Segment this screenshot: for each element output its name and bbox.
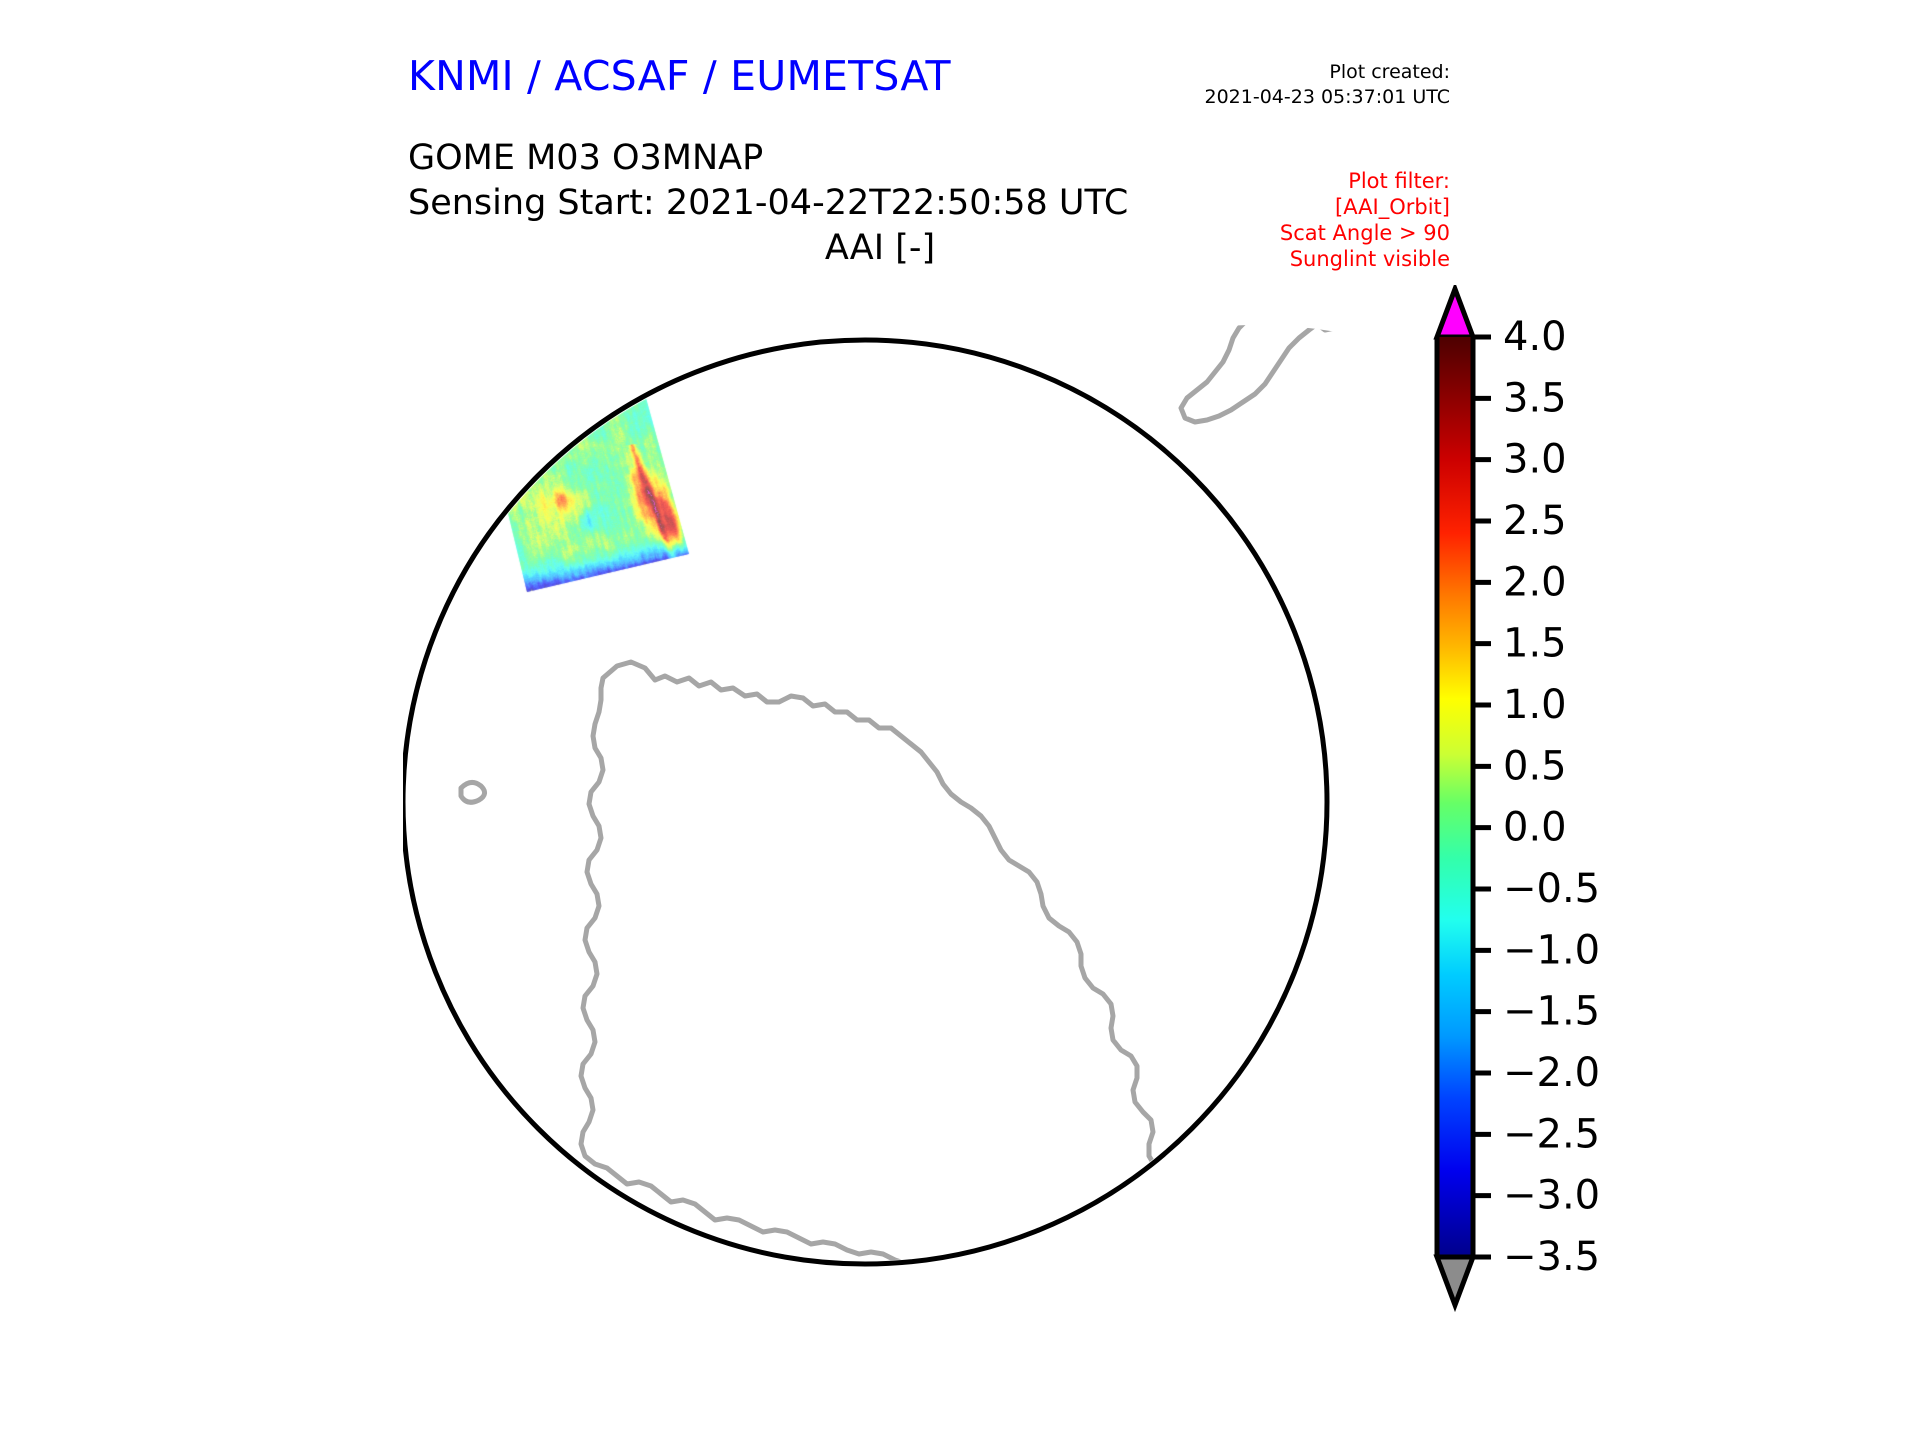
- colorbar-tick-label: 2.0: [1503, 559, 1567, 605]
- colorbar-tick-label: −3.5: [1503, 1234, 1600, 1280]
- coastline-island-in-swath: [517, 343, 567, 374]
- colorbar-tick-label: −2.0: [1503, 1050, 1600, 1096]
- polar-map: [403, 278, 1333, 1326]
- colorbar-tick-label: −1.5: [1503, 989, 1600, 1035]
- colorbar-tick-label: −1.0: [1503, 927, 1600, 973]
- organisation-title: KNMI / ACSAF / EUMETSAT: [408, 52, 951, 100]
- plot-filter-block: Plot filter: [AAI_Orbit] Scat Angle > 90…: [1140, 168, 1450, 272]
- colorbar-tick-label: 2.5: [1503, 498, 1567, 544]
- plot-created-timestamp: 2021-04-23 05:37:01 UTC: [1204, 86, 1451, 108]
- colorbar-tick-label: 1.5: [1503, 621, 1567, 667]
- colorbar-tick-label: 3.0: [1503, 437, 1567, 483]
- colorbar-ticks: 4.0 3.5 3.0 2.5 2.0 1.5 1.0 0.5 0.0 −0.5 −1.0 −1.5 −…: [1473, 314, 1600, 1280]
- filter-line-1: Plot filter:: [1348, 169, 1450, 193]
- aai-swath-raster: [403, 278, 1333, 1326]
- plot-created-block: Plot created: 2021-04-23 05:37:01 UTC: [1150, 60, 1451, 110]
- filter-line-4: Sunglint visible: [1289, 247, 1450, 271]
- coastline-segment-upper-left: [444, 343, 500, 353]
- colorbar-graphic: 4.0 3.5 3.0 2.5 2.0 1.5 1.0 0.5 0.0 −0.5 −1.0 −1.5 −…: [1433, 285, 1600, 1313]
- sensing-start: Sensing Start: 2021-04-22T22:50:58 UTC: [408, 183, 1129, 223]
- plot-created-label: Plot created:: [1329, 61, 1450, 83]
- filter-line-3: Scat Angle > 90: [1279, 221, 1450, 245]
- colorbar-gradient: [1437, 337, 1473, 1257]
- colorbar-tick-label: 4.0: [1503, 314, 1567, 360]
- variable-title: AAI [-]: [824, 228, 936, 268]
- filter-line-2: [AAI_Orbit]: [1335, 195, 1450, 219]
- product-name: GOME M03 O3MNAP: [408, 138, 764, 178]
- colorbar-tick-label: −0.5: [1503, 866, 1600, 912]
- colorbar-tick-label: 0.0: [1503, 805, 1567, 851]
- globe-outline: [403, 337, 1330, 1267]
- colorbar-tick-label: −3.0: [1503, 1173, 1600, 1219]
- colorbar-tick-label: 3.5: [1503, 375, 1567, 421]
- product-info-block: GOME M03 O3MNAP Sensing Start: 2021-04-2…: [408, 136, 1128, 226]
- map-vector-layer: [403, 325, 1333, 1267]
- coastline-new-zealand: [1178, 325, 1333, 425]
- colorbar-tick-label: 1.0: [1503, 682, 1567, 728]
- colorbar-tick-label: 0.5: [1503, 743, 1567, 789]
- colorbar-under-range-arrow: [1433, 1254, 1477, 1313]
- colorbar-frame: [1434, 337, 1476, 1257]
- colorbar-over-range-arrow: [1433, 285, 1477, 340]
- coastline-antarctica: [578, 659, 1164, 1261]
- colorbar-tick-label: −2.5: [1503, 1111, 1600, 1157]
- colorbar: 4.0 3.5 3.0 2.5 2.0 1.5 1.0 0.5 0.0 −0.5 −1.0 −1.5 −…: [1425, 285, 1885, 1350]
- coastline-island-left: [458, 780, 487, 805]
